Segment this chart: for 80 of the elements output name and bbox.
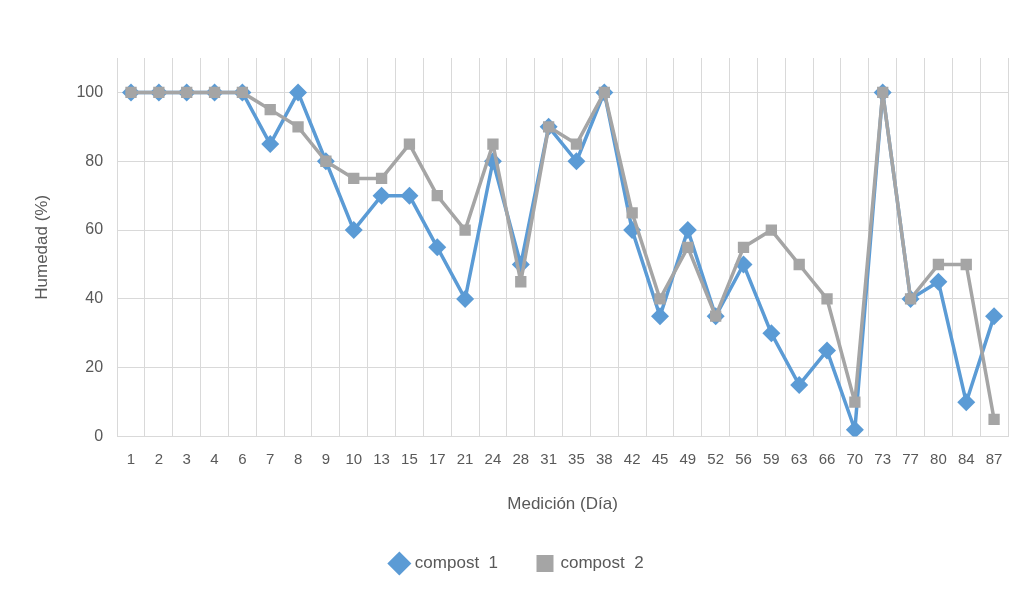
point — [431, 190, 443, 202]
point — [567, 152, 586, 171]
point — [650, 307, 669, 326]
point — [459, 224, 471, 236]
point — [821, 293, 833, 305]
x-tick-label: 15 — [401, 449, 418, 467]
x-tick-label: 77 — [902, 449, 919, 467]
x-tick-label: 17 — [428, 449, 446, 467]
x-tick-label: 28 — [512, 449, 530, 467]
y-axis-title: Humedad (%) — [31, 194, 51, 300]
legend-label: compost 1 — [414, 553, 499, 573]
x-tick-label: 63 — [790, 449, 808, 467]
point — [765, 224, 778, 236]
point — [375, 172, 388, 185]
point — [292, 121, 304, 133]
x-tick-label: 80 — [930, 449, 947, 467]
x-tick-label: 2 — [154, 449, 164, 467]
x-tick-label: 38 — [595, 449, 613, 467]
x-tick-label: 84 — [957, 449, 975, 467]
x-tick-label: 31 — [540, 449, 557, 467]
point — [957, 393, 976, 412]
point — [734, 255, 753, 274]
x-tick-label: 24 — [484, 449, 502, 467]
y-tick-label: 100 — [76, 82, 104, 100]
x-tick-label: 1 — [126, 449, 136, 467]
x-tick-label: 52 — [707, 449, 725, 467]
point — [428, 238, 447, 257]
x-tick-label: 3 — [182, 449, 191, 467]
x-tick-label: 45 — [651, 449, 669, 467]
point — [348, 172, 360, 185]
point — [682, 241, 694, 253]
point — [403, 138, 416, 150]
y-tick-label: 0 — [94, 427, 104, 445]
x-tick-label: 13 — [373, 449, 390, 467]
x-tick-label: 42 — [623, 449, 641, 467]
y-tick-label: 40 — [85, 289, 104, 307]
point — [456, 289, 475, 308]
point — [988, 413, 1000, 426]
x-tick-label: 8 — [293, 449, 303, 467]
point — [400, 186, 419, 205]
point — [570, 138, 583, 150]
point — [960, 258, 972, 271]
legend-label: compost 2 — [560, 553, 644, 573]
x-tick-label: 87 — [985, 449, 1003, 467]
point — [932, 258, 945, 271]
x-tick-label: 70 — [846, 449, 864, 467]
x-tick-label: 9 — [321, 449, 331, 467]
x-tick-label: 10 — [345, 449, 363, 467]
point — [762, 324, 781, 343]
point — [678, 221, 697, 240]
point — [929, 272, 948, 291]
point — [261, 135, 280, 154]
x-tick-label: 6 — [238, 449, 247, 467]
y-tick-label: 60 — [85, 220, 104, 238]
x-tick-label: 21 — [456, 449, 474, 467]
point — [626, 207, 638, 219]
y-tick-label: 80 — [85, 151, 104, 169]
x-tick-label: 49 — [679, 449, 697, 467]
point — [793, 258, 805, 271]
point — [264, 103, 276, 116]
x-tick-label: 56 — [735, 449, 752, 467]
point — [818, 341, 837, 360]
point — [487, 138, 499, 150]
x-axis-title: Medición (Día) — [507, 494, 618, 514]
x-tick-label: 7 — [266, 449, 275, 467]
x-tick-label: 35 — [568, 449, 585, 467]
x-tick-label: 4 — [210, 449, 219, 467]
x-tick-label: 66 — [818, 449, 836, 467]
point — [289, 83, 308, 102]
point — [372, 186, 391, 205]
point — [849, 396, 861, 408]
point — [344, 221, 363, 240]
point — [737, 241, 750, 253]
point — [654, 293, 666, 305]
point — [515, 276, 527, 288]
point — [790, 375, 809, 394]
x-tick-label: 73 — [874, 449, 892, 467]
point — [985, 307, 1004, 326]
y-tick-label: 20 — [85, 358, 104, 376]
x-tick-label: 59 — [763, 449, 780, 467]
